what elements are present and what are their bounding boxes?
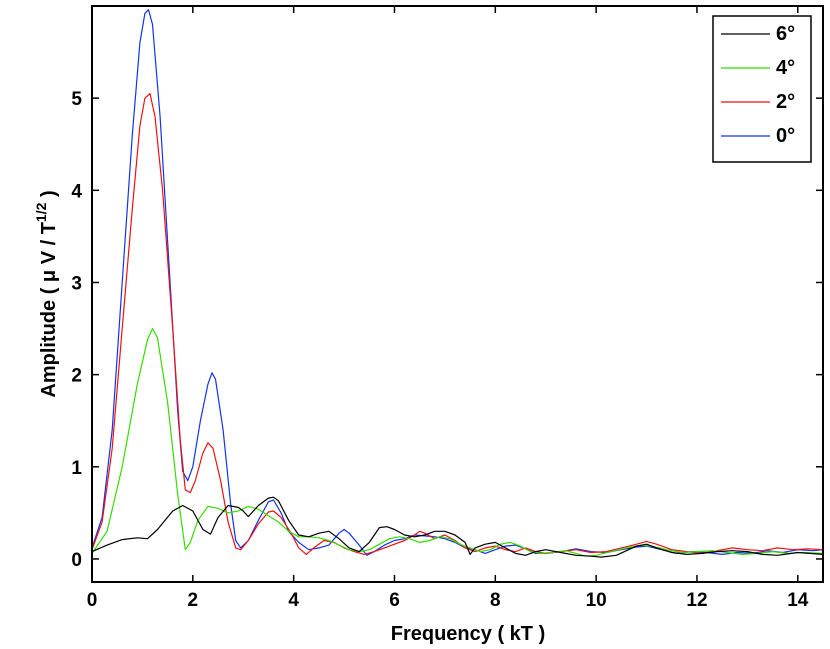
- x-tick-label: 0: [87, 590, 98, 611]
- y-tick-label: 2: [71, 366, 82, 387]
- x-axis-label: Frequency ( kT ): [391, 623, 545, 645]
- series-line-0: [91, 496, 824, 558]
- x-tick-label: 14: [787, 590, 809, 611]
- legend-items: 6° 4° 2° 0°: [721, 23, 795, 147]
- legend-label: 2°: [776, 91, 795, 113]
- series-line-2: [91, 93, 824, 555]
- y-axis-label-superscript: 1/2: [33, 202, 49, 222]
- x-tick-label: 4: [288, 590, 299, 611]
- y-axis-label-suffix: ): [38, 190, 60, 202]
- legend-label: 4°: [776, 57, 795, 79]
- y-axis-label: Amplitude ( μ V / T1/2 ): [33, 190, 60, 397]
- y-tick-label: 0: [71, 550, 82, 571]
- legend-label: 0°: [776, 125, 795, 147]
- x-axis-ticks: 0 2 4 6 8 10 12 14: [87, 6, 809, 611]
- plot-frame: [91, 5, 824, 583]
- series-line-3: [91, 9, 824, 556]
- y-tick-label: 1: [71, 458, 82, 479]
- x-tick-label: 6: [389, 590, 400, 611]
- x-tick-label: 10: [586, 590, 607, 611]
- y-axis-ticks: 0 1 2 3 4 5: [71, 89, 823, 571]
- y-tick-label: 4: [71, 181, 82, 202]
- x-tick-label: 8: [490, 590, 501, 611]
- legend-box: [712, 15, 812, 163]
- y-axis-label-main: Amplitude ( μ V / T: [38, 222, 60, 398]
- x-tick-label: 12: [686, 590, 707, 611]
- y-tick-label: 5: [71, 89, 82, 110]
- legend-label: 6°: [776, 23, 795, 45]
- legend: 6° 4° 2° 0°: [712, 15, 812, 163]
- series-line-1: [91, 328, 824, 557]
- y-tick-label: 3: [71, 273, 82, 294]
- plot-lines: [91, 9, 824, 558]
- x-tick-label: 2: [188, 590, 199, 611]
